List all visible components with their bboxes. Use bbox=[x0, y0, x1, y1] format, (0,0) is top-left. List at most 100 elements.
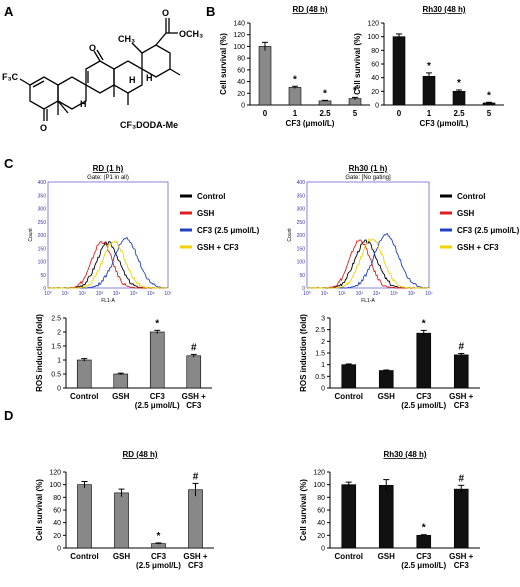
x-tick-label: 10⁰ bbox=[44, 291, 52, 297]
x-tick-label: 1 bbox=[293, 109, 298, 118]
legend-label: CF3 (2.5 μmol/L) bbox=[457, 226, 520, 235]
methyl-6 bbox=[169, 68, 181, 76]
bar bbox=[416, 535, 432, 549]
y-tick-label: 100 bbox=[367, 34, 379, 41]
y-tick-label: 0 bbox=[321, 546, 325, 553]
bar bbox=[114, 492, 129, 549]
y-tick-label: 60 bbox=[317, 508, 325, 515]
methyl-5 bbox=[131, 42, 143, 54]
x-tick-label: 10³ bbox=[356, 291, 364, 297]
ketone-c2 bbox=[93, 50, 101, 62]
x-tick-label: 10⁷ bbox=[164, 291, 172, 297]
y-tick-label: 50 bbox=[299, 273, 305, 279]
y-tick-label: 80 bbox=[317, 495, 325, 502]
x-tick-label: 10⁷ bbox=[425, 291, 433, 297]
x-tick-label: Control bbox=[335, 552, 363, 561]
y-axis-label: Cell survival (%) bbox=[35, 479, 44, 541]
x-tick-label: 10² bbox=[79, 291, 87, 297]
significance-star: * bbox=[353, 85, 357, 96]
y-axis-label: Count bbox=[287, 228, 293, 242]
y-tick-label: 40 bbox=[237, 79, 245, 86]
y-axis-label: Cell survival (%) bbox=[219, 33, 228, 95]
x-tick-label-line2: (2.5 μmol/L) bbox=[401, 561, 446, 570]
y-tick-label: 0 bbox=[321, 386, 325, 393]
y-tick-label: 0 bbox=[43, 286, 46, 292]
significance-hash: # bbox=[193, 471, 199, 482]
y-axis-label: ROS induction (fold) bbox=[35, 314, 44, 392]
x-tick-label: 10¹ bbox=[62, 291, 70, 297]
x-tick-label: GSH + bbox=[449, 552, 474, 561]
y-tick-label: 0 bbox=[375, 103, 379, 110]
chart-d-rh30: 0 20 40 60 80 100 120 Rh30 (48 h) Cell survival … bbox=[299, 450, 480, 570]
chart-title: Rh30 (48 h) bbox=[422, 5, 465, 14]
y-tick-label: 1.5 bbox=[315, 351, 325, 358]
ring-d bbox=[113, 60, 143, 94]
chart-title: Rh30 (48 h) bbox=[383, 450, 426, 459]
x-tick-label: GSH bbox=[113, 552, 131, 561]
plot-frame bbox=[47, 181, 169, 289]
y-tick-label: 60 bbox=[371, 62, 379, 69]
bar bbox=[77, 484, 92, 549]
histogram-series-line bbox=[47, 240, 168, 289]
double-bond-a bbox=[32, 80, 45, 88]
y-tick-label: 2.5 bbox=[51, 316, 61, 323]
plot-frame bbox=[306, 181, 430, 289]
structure-label-och3: OCH₃ bbox=[179, 29, 203, 39]
x-axis-label: CF3 (μmol/L) bbox=[286, 119, 335, 128]
x-tick-label: 10⁵ bbox=[130, 291, 138, 297]
y-axis-label: Count bbox=[28, 228, 34, 242]
y-tick-label: 1 bbox=[321, 362, 325, 369]
bar bbox=[288, 87, 302, 106]
bar bbox=[113, 373, 129, 389]
y-tick-label: 120 bbox=[313, 470, 325, 477]
y-tick-label: 140 bbox=[233, 21, 245, 28]
chart-title: RD (48 h) bbox=[292, 5, 327, 14]
x-tick-label-line2: (2.5 μmol/L) bbox=[135, 401, 180, 410]
x-tick-label: 1 bbox=[427, 109, 432, 118]
x-tick-label: 10⁶ bbox=[408, 291, 416, 297]
bar bbox=[453, 488, 469, 549]
y-tick-label: 100 bbox=[233, 44, 245, 51]
structure-label-o-ester: O bbox=[162, 8, 169, 18]
y-tick-label: 120 bbox=[233, 32, 245, 39]
panel-label-a: A bbox=[4, 4, 14, 19]
bar bbox=[76, 359, 92, 389]
x-tick-label: Control bbox=[70, 392, 98, 401]
x-tick-label: GSH + bbox=[182, 392, 207, 401]
bar bbox=[392, 36, 406, 106]
structure-label-cf3: F₃C bbox=[2, 72, 19, 82]
bar bbox=[378, 484, 394, 549]
chart-b-rh30: 0 20 40 60 80 100 120 Rh30 (48 h) Cell survival … bbox=[353, 5, 504, 128]
legend-label: GSH + CF3 bbox=[197, 243, 239, 252]
structure-label-ch3: CH₃ bbox=[118, 34, 135, 44]
legend-label: CF3 (2.5 μmol/L) bbox=[197, 226, 260, 235]
legend-label: Control bbox=[457, 192, 485, 201]
y-tick-label: 120 bbox=[49, 470, 61, 477]
bar bbox=[341, 484, 357, 549]
ketone-c2-b bbox=[96, 49, 104, 61]
x-tick-label: 10⁴ bbox=[113, 291, 121, 297]
y-tick-label: 250 bbox=[297, 220, 306, 226]
x-tick-label-line2: (2.5 μmol/L) bbox=[401, 401, 446, 410]
y-tick-label: 100 bbox=[49, 482, 61, 489]
y-tick-label: 3 bbox=[321, 316, 325, 323]
ring-c bbox=[85, 60, 115, 94]
x-tick-label: GSH bbox=[378, 392, 396, 401]
y-tick-label: 200 bbox=[38, 233, 47, 239]
y-tick-label: 1 bbox=[57, 358, 61, 365]
x-tick-label: 10⁴ bbox=[373, 291, 381, 297]
x-tick-label: 0 bbox=[397, 109, 402, 118]
bar bbox=[378, 370, 394, 389]
y-tick-label: 20 bbox=[53, 533, 61, 540]
legend-label: GSH + CF3 bbox=[457, 243, 499, 252]
significance-star: * bbox=[323, 88, 327, 99]
methyl-2 bbox=[57, 100, 69, 114]
y-tick-label: 100 bbox=[38, 260, 47, 266]
x-tick-label: 10⁰ bbox=[303, 291, 311, 297]
x-axis-label: FL1-A bbox=[361, 298, 375, 304]
y-tick-label: 300 bbox=[297, 207, 306, 213]
chart-d-rd: 0 20 40 60 80 100 120 RD (48 h) Cell survival (%… bbox=[35, 450, 214, 570]
x-tick-label: 10⁶ bbox=[147, 291, 155, 297]
structure-label-o-enone: O bbox=[40, 123, 47, 133]
